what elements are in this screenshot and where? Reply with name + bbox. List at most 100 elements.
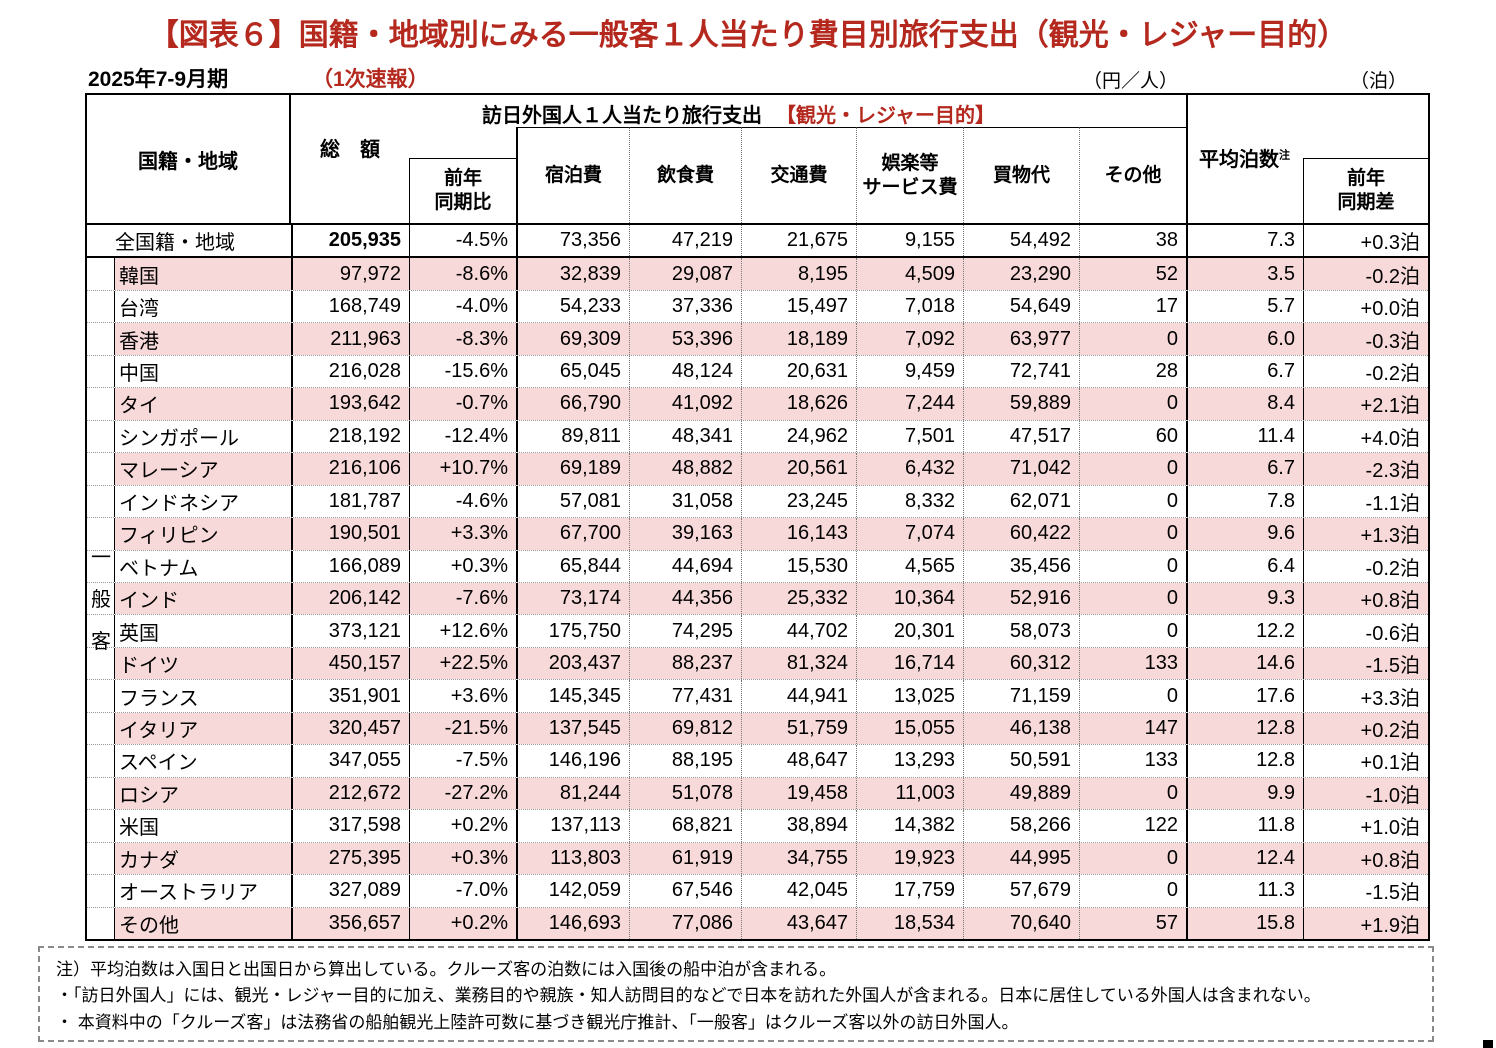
header-spend-title: 訪日外国人１人当たり旅行支出 【観光・レジャー目的】: [291, 99, 1186, 128]
cell-avg-nights: 8.4: [1186, 388, 1303, 420]
cell-other: 0: [1079, 582, 1186, 615]
cell-shopping: 63,977: [963, 323, 1079, 355]
cell-food: 61,919: [629, 842, 741, 875]
table-header: 国籍・地域 訪日外国人１人当たり旅行支出 【観光・レジャー目的】 総 額 前年 同…: [87, 95, 1428, 225]
cell-transport: 42,045: [741, 875, 856, 907]
cell-other: 122: [1079, 810, 1186, 842]
cell-yoy: -4.0%: [409, 290, 516, 323]
table-row: カナダ 275,395 +0.3% 113,803 61,919 34,755 19,923…: [87, 842, 1428, 876]
cell-transport: 15,497: [741, 290, 856, 323]
cell-region: 韓国: [115, 258, 291, 290]
unit-yen-label: （円／人）: [1083, 71, 1179, 92]
header-yoy: 前年 同期比: [409, 158, 516, 223]
cell-lodging: 175,750: [516, 615, 629, 647]
cell-food: 51,078: [629, 777, 741, 810]
cell-transport: 25,332: [741, 582, 856, 615]
cell-nights-diff: +1.9泊: [1303, 907, 1428, 939]
cell-shopping: 49,889: [963, 777, 1079, 810]
cell-lodging: 203,437: [516, 647, 629, 680]
cell-avg-nights: 11.3: [1186, 875, 1303, 907]
cell-shopping: 70,640: [963, 907, 1079, 939]
table-row: ロシア 212,672 -27.2% 81,244 51,078 19,458 11,003…: [87, 777, 1428, 811]
cell-shopping: 57,679: [963, 875, 1079, 907]
group-col-stub: [87, 323, 115, 355]
cell-avg-nights: 12.8: [1186, 745, 1303, 777]
cell-total: 216,106: [291, 453, 409, 485]
cell-food: 47,219: [629, 225, 741, 257]
cell-total: 166,089: [291, 550, 409, 582]
cell-other: 0: [1079, 485, 1186, 518]
cell-total: 327,089: [291, 875, 409, 907]
group-col-stub: [87, 518, 115, 550]
cell-nights-diff: +0.2泊: [1303, 712, 1428, 745]
header-spend-title-purpose: 【観光・レジャー目的】: [776, 105, 995, 127]
cell-region: スペイン: [115, 745, 291, 777]
cell-avg-nights: 17.6: [1186, 680, 1303, 712]
cell-other: 0: [1079, 518, 1186, 550]
cell-yoy: -15.6%: [409, 355, 516, 388]
cell-other: 0: [1079, 550, 1186, 582]
unit-nights-label: （泊）: [1350, 71, 1408, 92]
cell-shopping: 44,995: [963, 842, 1079, 875]
cell-transport: 18,189: [741, 323, 856, 355]
cell-nights-diff: +0.3泊: [1303, 225, 1428, 257]
cell-nights-diff: -1.5泊: [1303, 647, 1428, 680]
cell-region: インド: [115, 582, 291, 615]
cell-yoy: -8.3%: [409, 323, 516, 355]
cell-nights-diff: -0.6泊: [1303, 615, 1428, 647]
group-col-stub: [87, 680, 115, 712]
cell-avg-nights: 9.9: [1186, 777, 1303, 810]
cell-shopping: 60,312: [963, 647, 1079, 680]
cell-lodging: 67,700: [516, 518, 629, 550]
table-row: スペイン 347,055 -7.5% 146,196 88,195 48,647 13,29…: [87, 745, 1428, 778]
header-avg-nights-cell: [1186, 95, 1428, 223]
cell-lodging: 113,803: [516, 842, 629, 875]
cell-shopping: 52,916: [963, 582, 1079, 615]
table-row: シンガポール 218,192 -12.4% 89,811 48,341 24,962 7,5…: [87, 420, 1428, 454]
cell-avg-nights: 6.7: [1186, 453, 1303, 485]
cell-total: 356,657: [291, 907, 409, 939]
table-row: 英国 373,121 +12.6% 175,750 74,295 44,702 20,301…: [87, 615, 1428, 648]
header-other: その他: [1079, 127, 1186, 223]
cell-region: 全国籍・地域: [87, 225, 291, 257]
cell-other: 133: [1079, 647, 1186, 680]
cell-total: 168,749: [291, 290, 409, 323]
cell-food: 48,882: [629, 453, 741, 485]
cell-region: イタリア: [115, 712, 291, 745]
cell-yoy: +3.3%: [409, 518, 516, 550]
cell-other: 0: [1079, 875, 1186, 907]
page-corner-mark: [1483, 1040, 1493, 1048]
cell-region: シンガポール: [115, 420, 291, 453]
cell-avg-nights: 6.7: [1186, 355, 1303, 388]
group-col-stub: [87, 810, 115, 842]
group-col-stub: [87, 550, 115, 582]
cell-food: 37,336: [629, 290, 741, 323]
cell-yoy: +0.3%: [409, 842, 516, 875]
cell-nights-diff: +2.1泊: [1303, 388, 1428, 420]
header-spend-title-main: 訪日外国人１人当たり旅行支出: [482, 105, 762, 127]
table-row: フランス 351,901 +3.6% 145,345 77,431 44,941 13,02…: [87, 680, 1428, 713]
cell-yoy: -7.5%: [409, 745, 516, 777]
cell-entertainment: 17,759: [856, 875, 963, 907]
header-entertainment: 娯楽等 サービス費: [856, 127, 963, 223]
cell-food: 53,396: [629, 323, 741, 355]
cell-other: 60: [1079, 420, 1186, 453]
cell-total: 193,642: [291, 388, 409, 420]
cell-total: 97,972: [291, 258, 409, 290]
cell-nights-diff: +1.3泊: [1303, 518, 1428, 550]
cell-entertainment: 7,074: [856, 518, 963, 550]
cell-food: 77,431: [629, 680, 741, 712]
note-line: 注）平均泊数は入国日と出国日から算出している。クルーズ客の泊数には入国後の船中泊…: [56, 960, 837, 979]
cell-nights-diff: +3.3泊: [1303, 680, 1428, 712]
cell-region: インドネシア: [115, 485, 291, 518]
cell-total: 218,192: [291, 420, 409, 453]
cell-total: 317,598: [291, 810, 409, 842]
cell-yoy: -4.6%: [409, 485, 516, 518]
table-row: その他 356,657 +0.2% 146,693 77,086 43,647 18,534…: [87, 907, 1428, 939]
cell-entertainment: 8,332: [856, 485, 963, 518]
table-row: タイ 193,642 -0.7% 66,790 41,092 18,626 7,244 59,…: [87, 388, 1428, 421]
cell-yoy: +12.6%: [409, 615, 516, 647]
cell-nights-diff: -1.0泊: [1303, 777, 1428, 810]
cell-lodging: 57,081: [516, 485, 629, 518]
cell-nights-diff: -0.2泊: [1303, 355, 1428, 388]
